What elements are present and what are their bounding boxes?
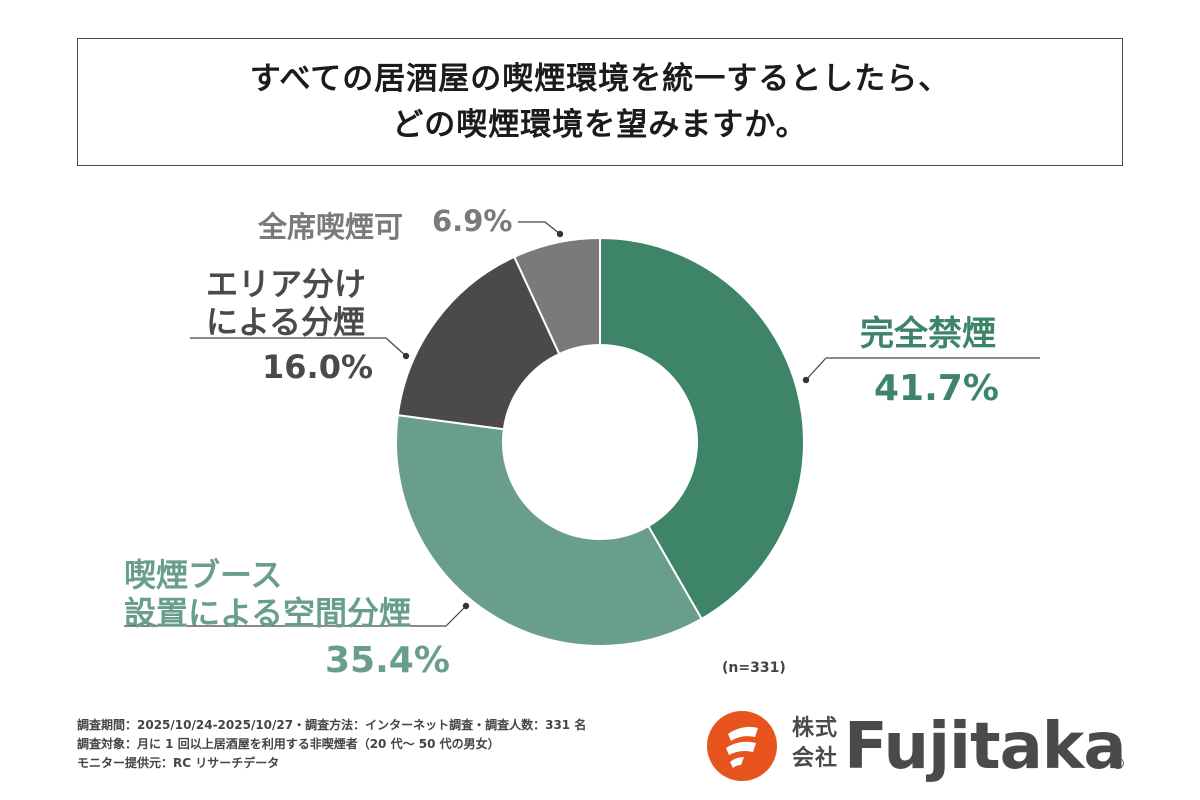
leader-line-area-separation-dot <box>402 352 410 360</box>
survey-provider-line: モニター提供元：RC リサーチデータ <box>77 756 280 770</box>
leader-line-smoking-booth <box>124 605 467 627</box>
leader-line-full-ban-dot <box>802 376 810 384</box>
label-all-value: 6.9% <box>432 204 513 238</box>
leader-line-full-ban <box>805 357 1040 381</box>
label-all-name: 全席喫煙可 <box>258 210 404 244</box>
sample-size-note: (n=331) <box>722 660 786 676</box>
registered-mark: ® <box>1110 754 1126 773</box>
title-box: すべての居酒屋の喫煙環境を統一するとしたら、 どの喫煙環境を望みますか。 <box>77 38 1123 166</box>
chart-title-line-2: どの喫煙環境を望みますか。 <box>392 107 808 143</box>
label-booth-value: 35.4% <box>325 640 450 681</box>
logo-brand-name: Fujitaka <box>844 710 1126 784</box>
label-area-line1: エリア分け <box>206 265 367 303</box>
label-booth-line1: 喫煙ブース <box>124 556 283 594</box>
fujitaka-logo-mark-icon <box>707 711 777 781</box>
logo-company-type: 株式 会社 <box>792 714 838 774</box>
slice-area-separation <box>396 255 561 431</box>
slice-smoking-booth <box>395 414 703 647</box>
label-full-ban-name: 完全禁煙 <box>860 314 996 354</box>
label-area-line2: による分煙 <box>206 303 366 341</box>
survey-target-line: 調査対象：月に 1 回以上居酒屋を利用する非喫煙者（20 代〜 50 代の男女） <box>77 737 500 751</box>
slice-full-ban <box>599 236 805 621</box>
leader-line-smoking-booth-dot <box>462 602 470 610</box>
survey-notes: 調査期間：2025/10/24-2025/10/27・調査方法：インターネット調… <box>77 716 586 773</box>
leader-line-area-separation <box>190 337 407 357</box>
chart-title-line-1: すべての居酒屋の喫煙環境を統一するとしたら、 <box>249 61 951 97</box>
logo-kabushiki: 株式 <box>792 716 839 741</box>
label-booth-line2: 設置による空間分煙 <box>124 594 412 632</box>
logo-kaisha: 会社 <box>792 746 839 771</box>
slice-all-seats-smoking <box>512 236 601 356</box>
leader-line-all-seats-smoking-dot <box>556 230 564 238</box>
survey-period-line: 調査期間：2025/10/24-2025/10/27・調査方法：インターネット調… <box>77 718 587 732</box>
leader-line-all-seats-smoking <box>518 221 561 235</box>
label-area-value: 16.0% <box>262 348 374 386</box>
fujitaka-logo: 株式 会社 Fujitaka ® <box>706 706 1130 786</box>
label-full-ban-value: 41.7% <box>874 368 999 409</box>
